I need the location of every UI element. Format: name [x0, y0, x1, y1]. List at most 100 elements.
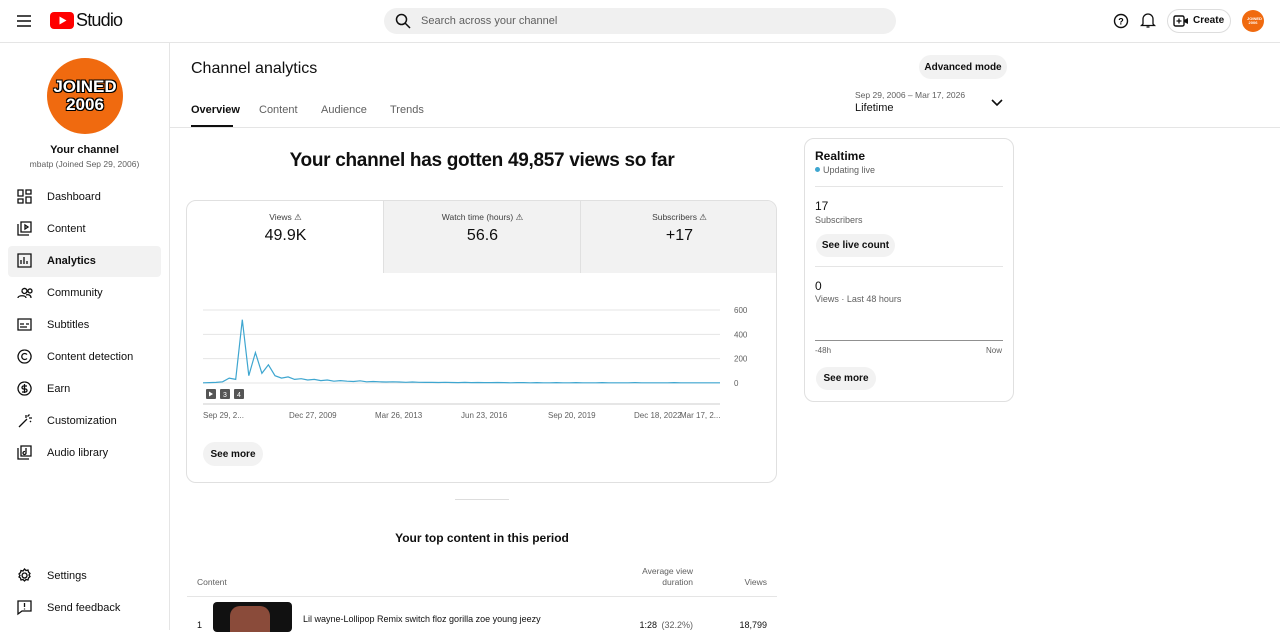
header	[0, 0, 1280, 43]
nav-item[interactable]: Subtitles	[47, 319, 90, 331]
nav-item[interactable]: Analytics	[47, 255, 96, 267]
x-tick-label: Mar 17, 2...	[680, 411, 720, 420]
realtime-see-more[interactable]: See more	[816, 367, 876, 390]
tab-underline	[191, 125, 233, 127]
nav-item[interactable]: Settings	[47, 570, 87, 582]
nav-icon	[18, 568, 31, 582]
subscribers-label: Subscribers	[815, 215, 863, 225]
nav-item[interactable]: Earn	[47, 383, 71, 395]
table-divider	[187, 596, 777, 597]
metric-label: Views ⚠	[269, 212, 302, 222]
realtime-axis	[815, 340, 1003, 341]
divider	[815, 186, 1003, 187]
nav-icon	[17, 318, 32, 331]
annotation-label: 3	[223, 392, 227, 399]
rank: 1	[197, 620, 203, 630]
header-avatar[interactable]: JOINED 2006	[1242, 10, 1264, 32]
y-tick-label: 0	[734, 379, 739, 388]
metric-value[interactable]: 56.6	[466, 227, 499, 244]
column-header: Views	[744, 577, 767, 587]
nav-icon	[17, 287, 33, 299]
header-avatar-text: JOINED 2006	[1247, 16, 1262, 25]
tab[interactable]: Audience	[321, 104, 367, 116]
advanced-mode-button[interactable]: Advanced mode	[919, 55, 1007, 79]
see-more-button[interactable]: See more	[203, 442, 263, 466]
live-count-button[interactable]: See live count	[816, 234, 895, 257]
nav-item[interactable]: Dashboard	[47, 191, 101, 203]
annotation-icon	[209, 391, 213, 397]
overview-card	[186, 200, 777, 483]
metric-separator	[580, 201, 581, 273]
metric-value[interactable]: 49.9K	[264, 227, 307, 244]
help-icon[interactable]: ?	[1113, 13, 1129, 29]
video-title[interactable]: Lil wayne-Lollipop Remix switch floz gor…	[303, 614, 541, 624]
realtime-status: Updating live	[823, 165, 876, 175]
logo-text[interactable]: Studio	[76, 10, 123, 30]
realtime-axis-start: -48h	[815, 346, 832, 355]
headline: Your channel has gotten 49,857 views so …	[289, 150, 675, 171]
x-tick-label: Dec 18, 2022	[634, 411, 682, 420]
tabs-divider	[170, 127, 1280, 128]
views-value: 0	[815, 279, 822, 293]
x-tick-label: Mar 26, 2013	[375, 411, 423, 420]
x-tick-label: Sep 20, 2019	[548, 411, 596, 420]
logo-icon[interactable]	[50, 12, 74, 29]
nav-icon	[17, 253, 32, 268]
live-dot	[815, 167, 820, 172]
search-placeholder: Search across your channel	[421, 15, 558, 27]
nav-item[interactable]: Customization	[47, 415, 117, 427]
tab[interactable]: Overview	[191, 104, 240, 116]
realtime-axis-end: Now	[986, 346, 1003, 355]
views-line	[202, 319, 720, 384]
x-tick-label: Sep 29, 2...	[203, 411, 244, 420]
realtime-card	[804, 138, 1014, 402]
x-tick-label: Dec 27, 2009	[289, 411, 337, 420]
svg-text:?: ?	[1118, 17, 1124, 27]
create-button[interactable]	[1167, 9, 1231, 33]
nav-icon	[17, 189, 32, 204]
y-tick-label: 400	[734, 330, 748, 339]
sidebar	[0, 43, 170, 630]
nav-icon	[17, 349, 32, 364]
nav-item[interactable]: Community	[47, 287, 103, 299]
nav-item[interactable]: Audio library	[47, 447, 109, 459]
nav-icon	[17, 381, 32, 396]
create-icon	[1173, 15, 1188, 27]
channel-subtitle: mbatp (Joined Sep 29, 2006)	[29, 159, 140, 169]
metric-value[interactable]: +17	[665, 227, 694, 244]
top-content-title: Your top content in this period	[395, 531, 569, 545]
nav-item[interactable]: Send feedback	[47, 602, 121, 614]
tab[interactable]: Trends	[390, 104, 424, 116]
duration-percent: (32.2%)	[661, 620, 693, 630]
realtime-title: Realtime	[815, 149, 866, 163]
annotation-label: 4	[237, 392, 241, 399]
nav-icon	[18, 414, 32, 428]
nav-icon	[17, 600, 32, 616]
date-range: Sep 29, 2006 – Mar 17, 2026	[855, 90, 966, 100]
avatar-line: 2006	[66, 95, 104, 114]
chevron-down[interactable]	[991, 98, 1003, 108]
annotation-marker	[220, 389, 230, 399]
channel-title: Your channel	[50, 144, 119, 156]
tab[interactable]: Content	[259, 104, 298, 116]
thumbnail-figure	[230, 606, 270, 632]
views-label: Views · Last 48 hours	[815, 294, 902, 304]
create-label[interactable]: Create	[1193, 15, 1225, 26]
x-tick-label: Jun 23, 2016	[461, 411, 508, 420]
search-box[interactable]	[384, 8, 896, 34]
column-header: Average view duration	[642, 566, 693, 587]
divider	[815, 266, 1003, 267]
menu-icon[interactable]	[16, 13, 32, 29]
views: 18,799	[739, 620, 767, 630]
metric-label: Watch time (hours) ⚠	[441, 212, 524, 222]
period[interactable]: Lifetime	[855, 102, 894, 114]
y-tick-label: 200	[734, 355, 748, 364]
channel-avatar[interactable]: JOINED 2006	[47, 58, 123, 134]
annotation-marker	[234, 389, 244, 399]
notification-icon[interactable]	[1140, 12, 1156, 29]
nav-item[interactable]: Content detection	[47, 351, 134, 363]
metric-separator	[383, 201, 384, 273]
nav-item[interactable]: Content	[47, 223, 86, 235]
